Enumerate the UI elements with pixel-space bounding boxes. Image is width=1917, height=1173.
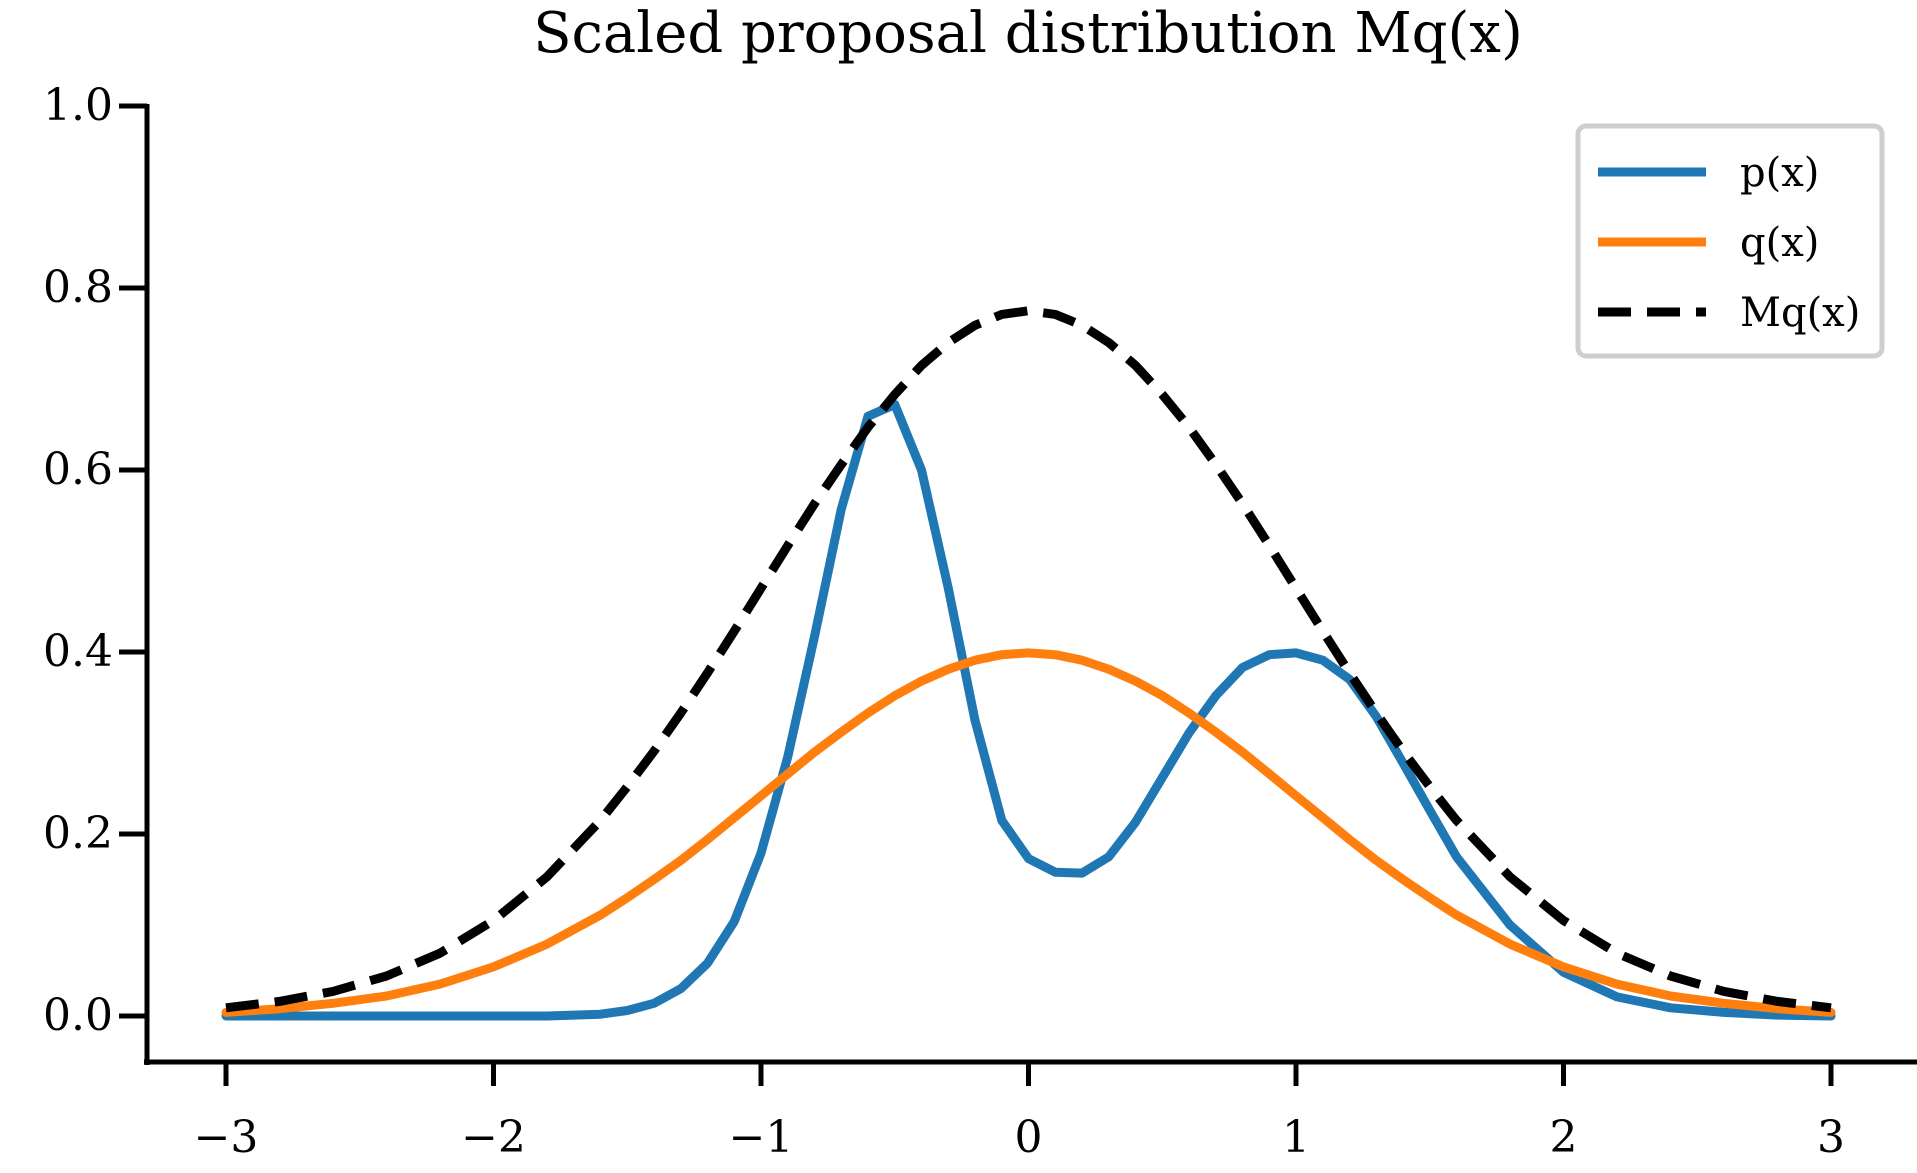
plot-lines [221, 306, 1836, 1021]
y-tick-label: 1.0 [43, 80, 113, 131]
y-tick-label: 0.6 [43, 444, 113, 495]
x-tick-label: 1 [1282, 1112, 1310, 1163]
axes: 0.0 0.2 0.4 0.6 0.8 1.0 −3 −2 −1 0 1 2 3 [43, 80, 1917, 1163]
y-tick-label: 0.2 [43, 808, 113, 859]
legend: p(x) q(x) Mq(x) [1575, 123, 1885, 359]
legend-box [1575, 123, 1885, 359]
legend-label-mqx: Mq(x) [1740, 290, 1860, 336]
x-tick-label: 0 [1015, 1112, 1043, 1163]
y-tick-label: 0.4 [43, 626, 113, 677]
x-tick-label: −1 [729, 1112, 794, 1163]
series-line-mqx [225, 306, 1832, 1013]
x-tick-label: −2 [461, 1112, 526, 1163]
series-line-qx [221, 648, 1836, 1017]
series-line-px [221, 400, 1836, 1021]
legend-label-px: p(x) [1740, 150, 1819, 196]
legend-label-qx: q(x) [1740, 220, 1819, 266]
y-tick-label: 0.0 [43, 990, 113, 1041]
y-tick-label: 0.8 [43, 262, 113, 313]
x-tick-label: −3 [194, 1112, 259, 1163]
x-tick-label: 2 [1550, 1112, 1578, 1163]
chart-title: Scaled proposal distribution Mq(x) [533, 1, 1523, 66]
x-tick-label: 3 [1817, 1112, 1845, 1163]
